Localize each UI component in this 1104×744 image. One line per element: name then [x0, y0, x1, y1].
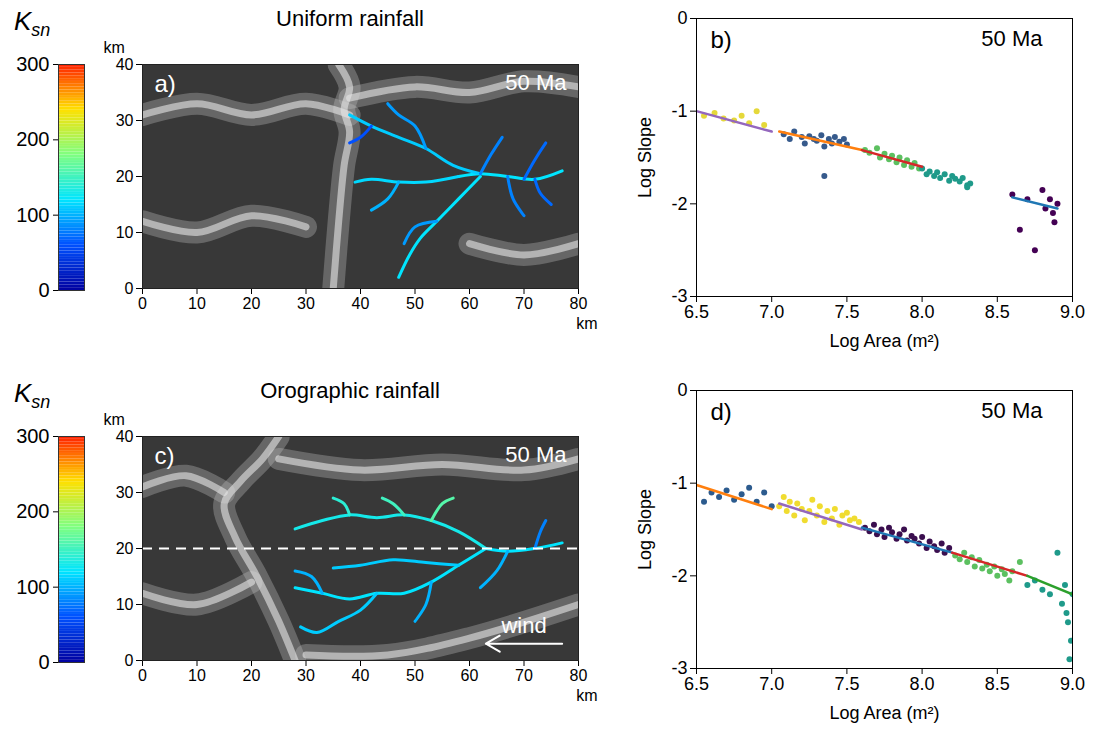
svg-text:20: 20 [243, 667, 261, 684]
svg-text:8.0: 8.0 [910, 674, 935, 694]
svg-text:b): b) [711, 26, 732, 53]
svg-text:Log Slope: Log Slope [635, 117, 655, 198]
svg-text:200: 200 [16, 500, 49, 522]
svg-text:70: 70 [515, 295, 533, 312]
svg-text:km: km [104, 411, 125, 428]
svg-text:0: 0 [138, 667, 147, 684]
svg-text:30: 30 [297, 295, 315, 312]
svg-text:80: 80 [570, 295, 588, 312]
svg-text:80: 80 [570, 667, 588, 684]
svg-text:wind: wind [500, 613, 546, 638]
svg-text:0: 0 [125, 280, 134, 297]
svg-text:0: 0 [38, 279, 49, 301]
svg-text:20: 20 [243, 295, 261, 312]
svg-text:-3: -3 [671, 286, 688, 307]
svg-text:-2: -2 [671, 566, 687, 586]
svg-text:100: 100 [16, 204, 49, 226]
svg-text:40: 40 [116, 428, 134, 445]
svg-text:100: 100 [16, 576, 49, 598]
svg-text:40: 40 [352, 667, 370, 684]
svg-text:a): a) [155, 70, 176, 97]
svg-text:10: 10 [116, 224, 134, 241]
svg-text:7.5: 7.5 [834, 302, 859, 322]
svg-text:300: 300 [16, 53, 49, 75]
svg-text:40: 40 [116, 56, 134, 73]
svg-text:50 Ma: 50 Ma [505, 70, 567, 95]
svg-text:10: 10 [116, 596, 134, 613]
svg-text:km: km [104, 39, 125, 56]
svg-text:9.0: 9.0 [1060, 302, 1085, 322]
svg-text:40: 40 [352, 295, 370, 312]
svg-text:8.5: 8.5 [985, 302, 1010, 322]
svg-text:7.0: 7.0 [759, 674, 784, 694]
svg-text:0: 0 [125, 652, 134, 669]
svg-text:30: 30 [297, 667, 315, 684]
svg-text:20: 20 [116, 168, 134, 185]
svg-text:70: 70 [515, 667, 533, 684]
svg-text:30: 30 [116, 112, 134, 129]
svg-text:km: km [576, 687, 597, 703]
svg-text:60: 60 [461, 667, 479, 684]
svg-text:0: 0 [138, 295, 147, 312]
svg-text:0: 0 [677, 380, 687, 400]
svg-text:50 Ma: 50 Ma [981, 398, 1043, 423]
svg-text:60: 60 [461, 295, 479, 312]
svg-text:Log Area (m²): Log Area (m²) [829, 331, 939, 351]
html-text:Uniform rainfall: Uniform rainfall [276, 6, 424, 31]
svg-text:300: 300 [16, 425, 49, 447]
svg-text:-3: -3 [671, 658, 688, 679]
html-text:Ksn: Ksn [14, 6, 51, 41]
svg-text:50 Ma: 50 Ma [505, 442, 567, 467]
svg-text:Log Slope: Log Slope [635, 489, 655, 570]
svg-text:0: 0 [38, 651, 49, 673]
svg-text:6.5: 6.5 [684, 302, 709, 322]
svg-text:10: 10 [188, 667, 206, 684]
svg-text:-2: -2 [671, 194, 687, 214]
svg-text:6.5: 6.5 [684, 674, 709, 694]
svg-text:9.0: 9.0 [1060, 674, 1085, 694]
svg-text:10: 10 [188, 295, 206, 312]
svg-text:8.0: 8.0 [910, 302, 935, 322]
svg-text:c): c) [155, 442, 175, 469]
svg-text:20: 20 [116, 540, 134, 557]
svg-text:200: 200 [16, 128, 49, 150]
svg-text:km: km [576, 315, 597, 331]
svg-text:30: 30 [116, 484, 134, 501]
svg-text:7.0: 7.0 [759, 302, 784, 322]
svg-text:Log Area (m²): Log Area (m²) [829, 703, 939, 723]
svg-text:0: 0 [677, 8, 687, 28]
svg-text:-1: -1 [671, 473, 687, 493]
svg-text:50: 50 [406, 295, 424, 312]
svg-text:50: 50 [406, 667, 424, 684]
svg-text:-1: -1 [671, 101, 687, 121]
svg-text:7.5: 7.5 [834, 674, 859, 694]
html-text:Ksn: Ksn [14, 378, 51, 413]
html-text:Orographic rainfall: Orographic rainfall [260, 378, 440, 403]
svg-text:50 Ma: 50 Ma [981, 26, 1043, 51]
svg-text:d): d) [711, 398, 732, 425]
svg-text:8.5: 8.5 [985, 674, 1010, 694]
